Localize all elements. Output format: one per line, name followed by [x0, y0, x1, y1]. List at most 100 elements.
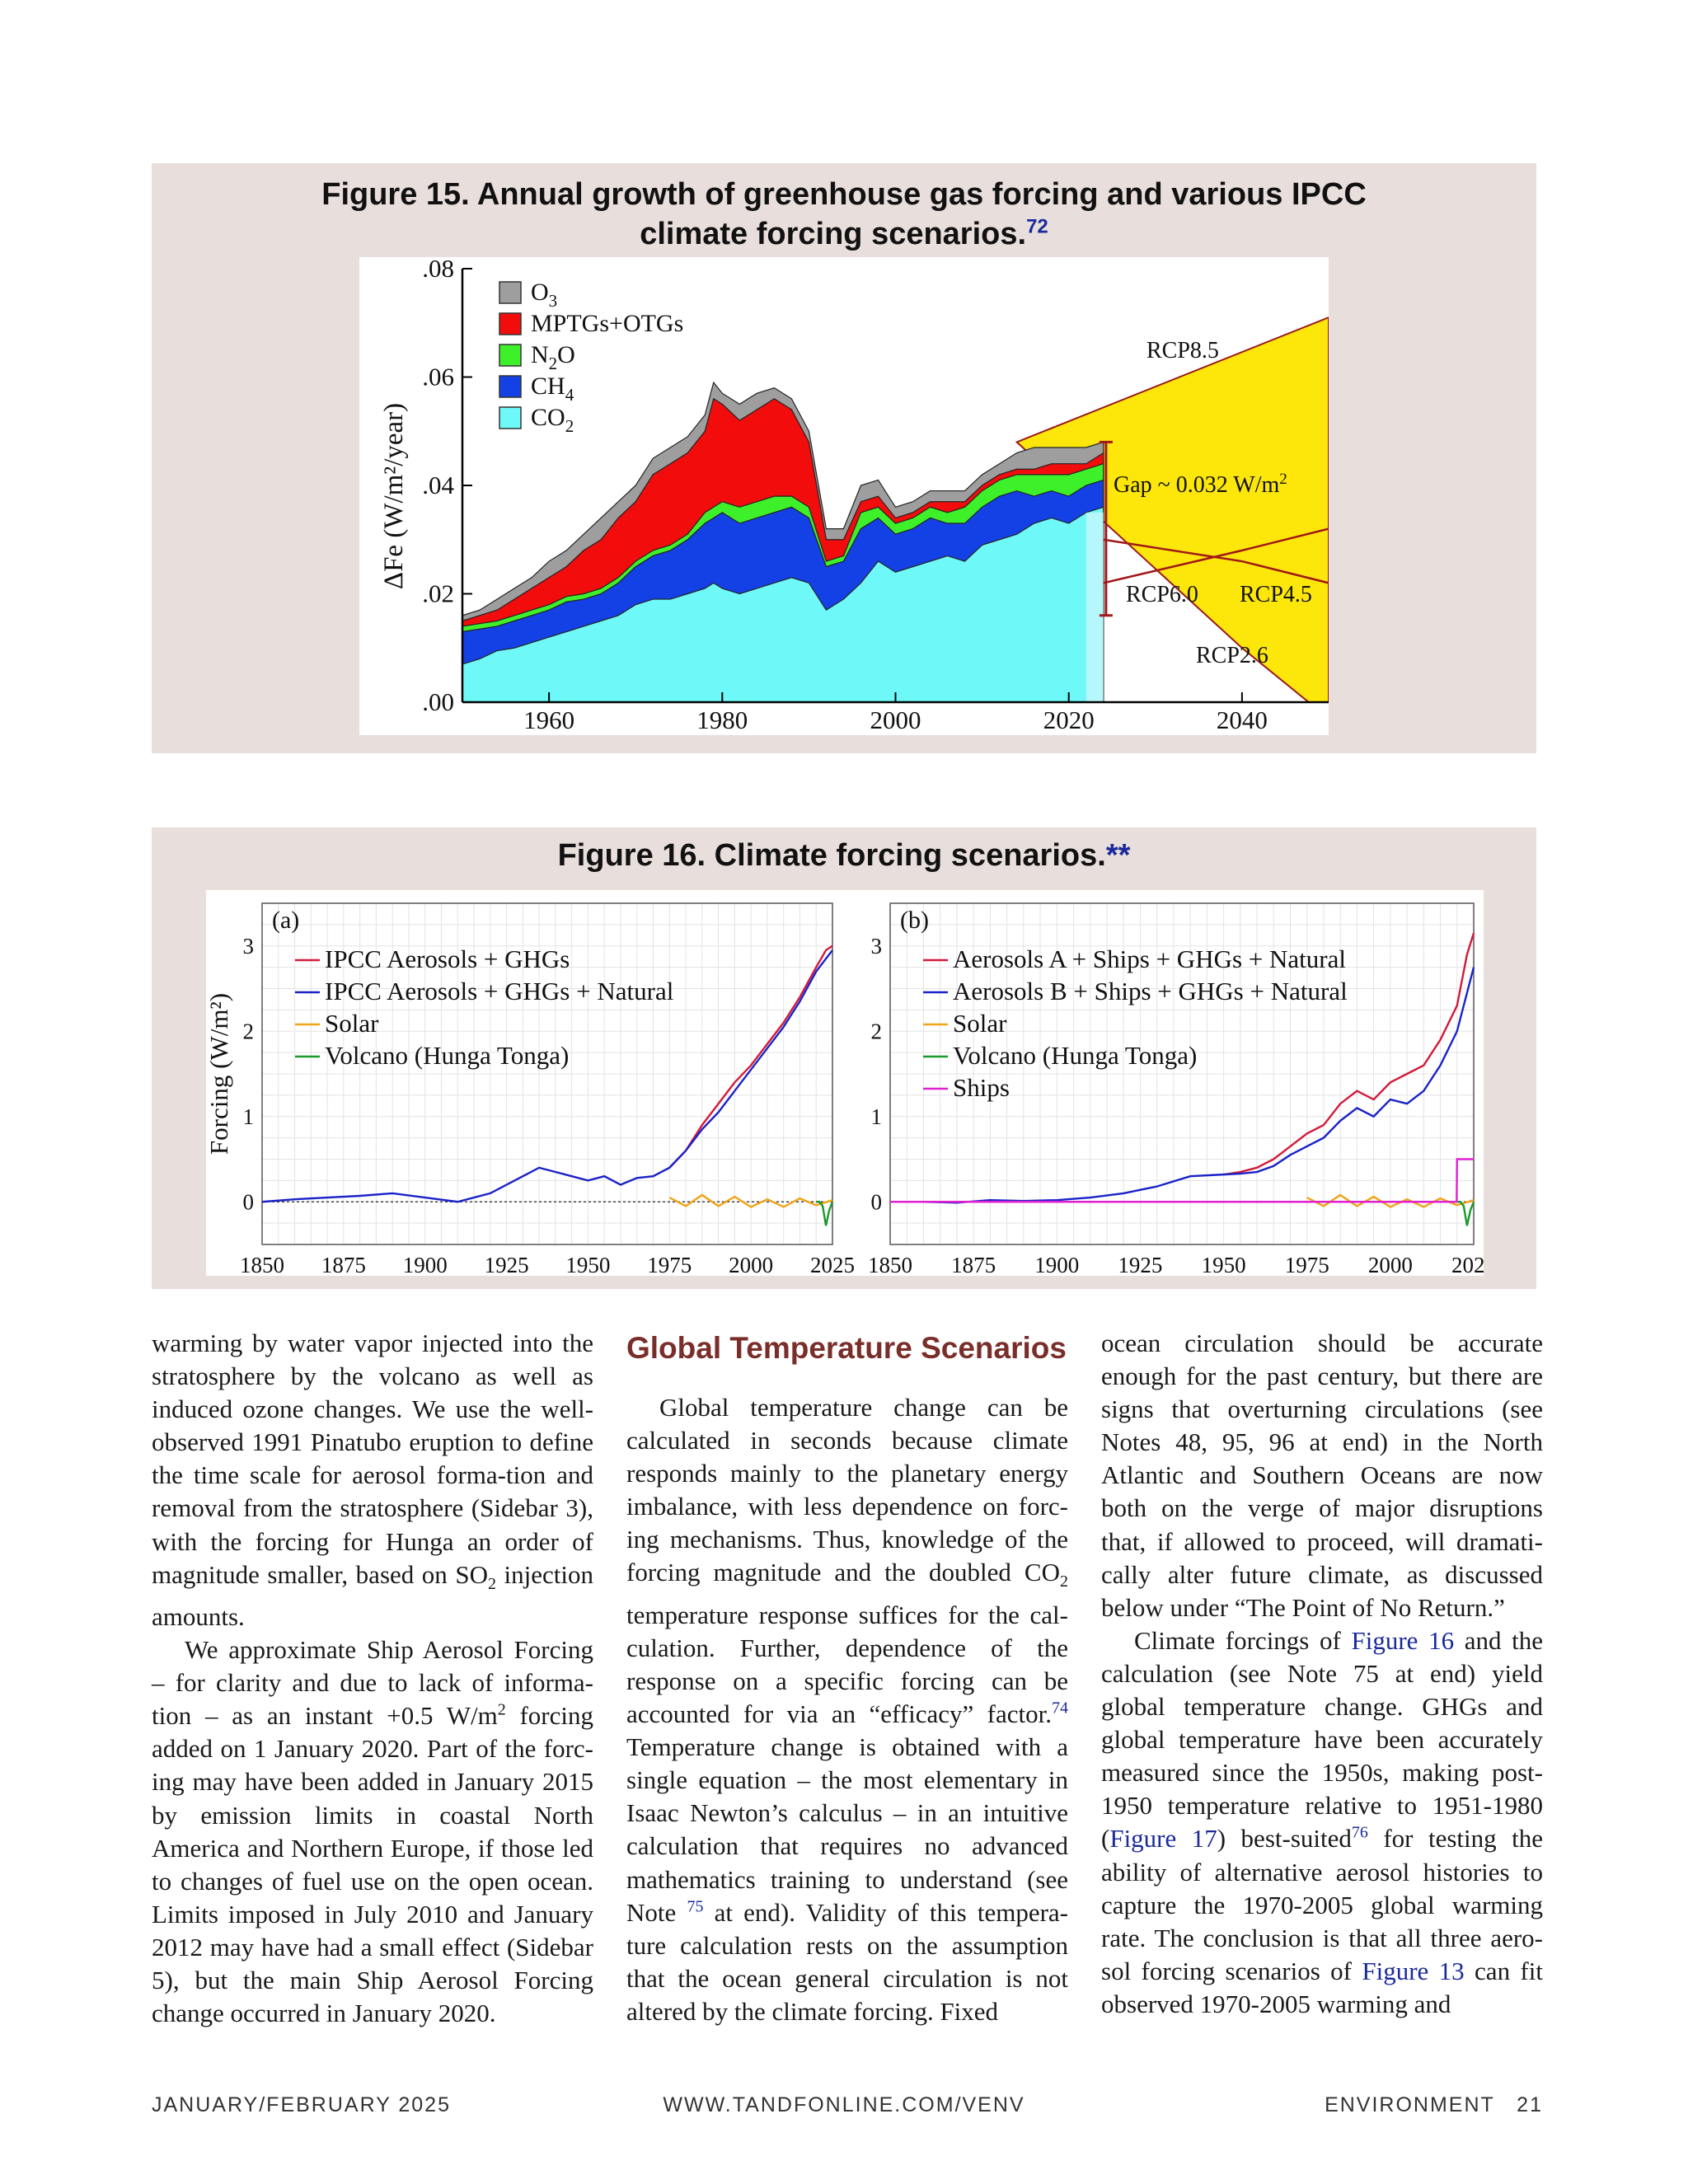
figure-16: Figure 16. Climate forcing scenarios.** …	[152, 827, 1536, 1289]
x-tick-label: 1950	[565, 1253, 610, 1276]
annotation-rcp26: RCP2.6	[1196, 643, 1268, 668]
legend-label: CH4	[531, 373, 574, 405]
legend-label: CO2	[531, 404, 574, 436]
legend-swatch	[499, 375, 522, 398]
figure-17-link[interactable]: Figure 17	[1109, 1824, 1217, 1854]
paragraph: ocean circulation should be accurate eno…	[1101, 1329, 1543, 1622]
legend-label: Volcano (Hunga Tonga)	[953, 1041, 1197, 1070]
chart-background	[206, 890, 1484, 1276]
x-tick-label: 1850	[868, 1253, 912, 1276]
panel-a: 0 1 2 3 1850 1875 1900 1925 1950 1975 2000 2025 (a) I…	[206, 902, 855, 1276]
x-tick-label: 1925	[1118, 1253, 1162, 1276]
figure-15: Figure 15. Annual growth of greenhouse g…	[152, 163, 1536, 753]
series-line-2	[1306, 1193, 1475, 1208]
area-co2	[462, 506, 1104, 702]
x-tick-label: 1975	[647, 1253, 692, 1276]
panel-label: (b)	[900, 907, 929, 934]
annotation-rcp60: RCP6.0	[1126, 582, 1198, 607]
footer-issue: JANUARY/FEBRUARY 2025	[152, 2093, 451, 2116]
figure-15-ref[interactable]: 72	[1026, 215, 1048, 238]
legend-label: N2O	[531, 341, 575, 373]
footer-url[interactable]: WWW.TANDFONLINE.COM/VENV	[663, 2093, 1025, 2116]
x-tick-label: 2000	[729, 1253, 773, 1276]
legend-label: Volcano (Hunga Tonga)	[325, 1041, 569, 1070]
legend-label: Aerosols A + Ships + GHGs + Natural	[953, 944, 1346, 973]
y-tick-label: 0	[871, 1189, 883, 1214]
series-line-0	[668, 944, 833, 1169]
paragraph: warming by water vapor injected into the…	[152, 1329, 593, 1631]
legend-swatch	[499, 406, 522, 429]
plot-area	[462, 316, 1329, 702]
legend-label: Ships	[953, 1073, 1010, 1102]
series-line-2	[668, 1193, 833, 1208]
x-tick-label: 1900	[1034, 1253, 1079, 1276]
section-heading: Global Temperature Scenarios	[626, 1331, 1067, 1365]
legend-swatch	[499, 281, 522, 304]
footer-page: ENVIRONMENT 21	[1325, 2093, 1543, 2116]
y-tick-label: 1	[871, 1104, 883, 1129]
annotation-rcp45: RCP4.5	[1240, 582, 1312, 607]
x-tick-label: 1875	[951, 1253, 996, 1276]
legend-swatch	[499, 312, 522, 335]
annotation-rcp85: RCP8.5	[1146, 338, 1219, 363]
x-tick-label: 1850	[240, 1253, 284, 1276]
y-tick-label: 2	[243, 1019, 255, 1043]
panel-frame	[261, 902, 833, 1245]
figure-13-link[interactable]: Figure 13	[1362, 1956, 1465, 1985]
scenario-line-rcp6-0	[1103, 538, 1329, 584]
legend-swatch	[499, 344, 522, 367]
panel-b: 0 1 2 3 1850 1875 1900 1925 1950 1975 2000 2025 (b) A…	[868, 902, 1484, 1276]
scenario-line-rcp4-5	[1103, 527, 1329, 584]
y-tick-label: 1	[243, 1104, 255, 1129]
article-column-2: Global Temperature Scenarios Global temp…	[626, 1327, 1068, 2028]
series-line-1	[890, 967, 1475, 1204]
y-tick-label: .08	[422, 257, 454, 283]
y-tick-label: 3	[871, 934, 883, 958]
footnote-ref-74[interactable]: 74	[1052, 1699, 1068, 1718]
figure-16-ref[interactable]: **	[1105, 838, 1131, 873]
y-tick-label: 0	[243, 1189, 255, 1214]
legend-label: IPCC Aerosols + GHGs + Natural	[325, 977, 673, 1005]
x-tick-label: 1875	[321, 1253, 366, 1276]
y-tick-label: .06	[422, 363, 454, 391]
legend-label: MPTGs+OTGs	[531, 310, 683, 337]
x-tick-label: 1900	[403, 1253, 448, 1276]
y-axis-label: Forcing (W/m²)	[206, 993, 233, 1155]
y-tick-label: 3	[243, 934, 255, 958]
paragraph: We approximate Ship Aerosol Forcing – fo…	[152, 1635, 593, 2028]
article-column-3: ocean circulation should be accurate eno…	[1101, 1327, 1543, 2021]
paragraph: Climate forcings of Figure 16 and the ca…	[1101, 1625, 1543, 2018]
legend-label: O3	[531, 279, 557, 311]
figure-16-chart: 0 1 2 3 1850 1875 1900 1925 1950 1975 2000 2025 (a) I…	[206, 890, 1484, 1276]
figure-16-link[interactable]: Figure 16	[1351, 1625, 1455, 1655]
series-line-3	[1456, 1201, 1475, 1226]
legend-label: Aerosols B + Ships + GHGs + Natural	[953, 977, 1348, 1005]
x-tick-label: 2000	[1368, 1253, 1413, 1276]
x-tick-label: 1950	[1202, 1253, 1246, 1276]
figure-15-chart: .00 .02 .04 .06 .08 1960 1980 2000 2020 2040 ΔFe (…	[359, 257, 1329, 735]
y-tick-label: .04	[422, 471, 454, 499]
y-tick-label: .00	[422, 687, 454, 716]
legend-label: IPCC Aerosols + GHGs	[325, 944, 570, 973]
annotation-gap: Gap ~ 0.032 W/m2	[1114, 471, 1287, 498]
x-tick-label: 2040	[1217, 705, 1268, 734]
figure-15-title: Figure 15. Annual growth of greenhouse g…	[321, 177, 1367, 251]
footnote-ref-75[interactable]: 75	[687, 1897, 704, 1916]
series-line-3	[816, 1201, 834, 1226]
article-column-1: warming by water vapor injected into the…	[152, 1327, 593, 2030]
x-tick-label: 2000	[870, 705, 921, 734]
paragraph: Global temperature change can be calcula…	[626, 1393, 1068, 2026]
series-line-0	[1223, 932, 1475, 1176]
legend-label: Solar	[325, 1009, 379, 1038]
x-tick-label: 1925	[485, 1253, 529, 1276]
panel-frame	[889, 902, 1475, 1245]
x-tick-label: 2025	[1451, 1253, 1484, 1276]
scenario-envelope	[1015, 316, 1329, 702]
x-tick-label: 1980	[696, 705, 748, 734]
series-line-4	[890, 1158, 1474, 1203]
series-line-1	[261, 949, 833, 1203]
y-tick-label: .02	[422, 579, 454, 608]
footnote-ref-76[interactable]: 76	[1351, 1824, 1368, 1843]
legend-label: Solar	[953, 1009, 1007, 1038]
x-tick-label: 1960	[523, 705, 574, 734]
